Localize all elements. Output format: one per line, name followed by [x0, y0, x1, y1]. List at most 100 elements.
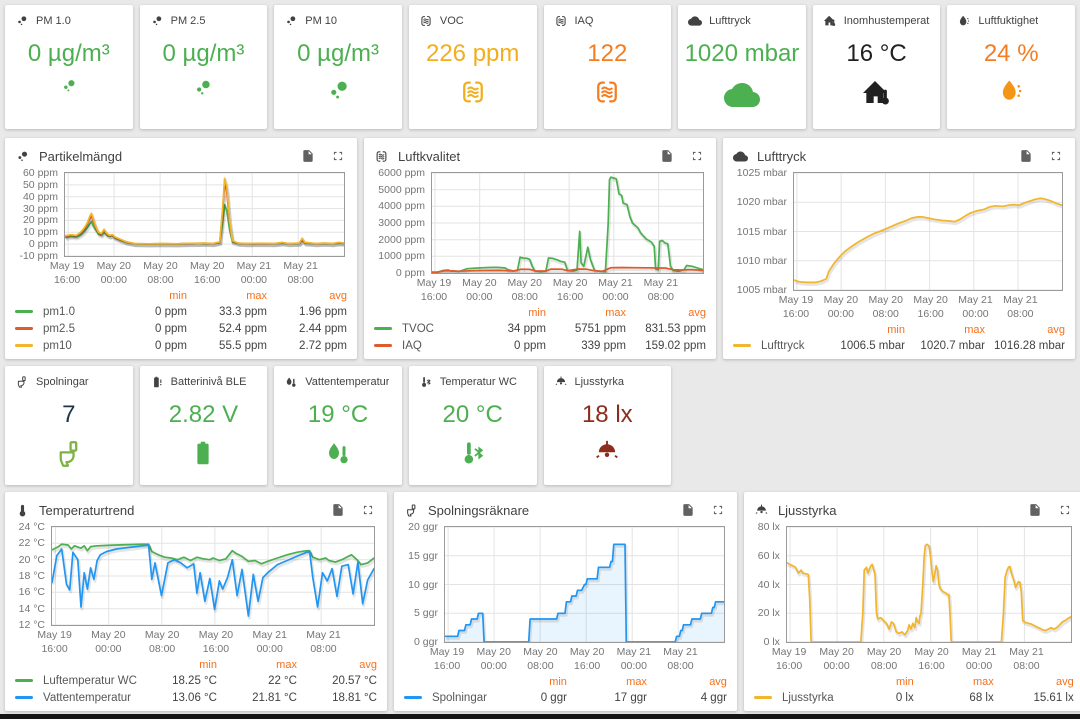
x-axis-label: May 19 16:00: [416, 277, 452, 303]
stat-card-ljusstyrka: Ljusstyrka 18 lx: [543, 366, 672, 485]
series-color-dash: [15, 679, 33, 682]
chart-title: Spolningsräknare: [427, 502, 530, 518]
stat-card-big-icon: [188, 438, 218, 468]
air-quality-icon: [376, 150, 387, 162]
series-color-dash: [15, 327, 33, 330]
chart-plot-region: 6000 ppm 5000 ppm 4000 ppm 3000 ppm 2000 ppm…: [374, 167, 706, 279]
legend-row: Lufttryck 1006.5 mbar 1020.7 mbar 1016.28 m…: [733, 337, 1065, 354]
chart-legend: min max avg Lufttryck 1006.5 mbar 1020.7 mbar…: [733, 322, 1065, 355]
chart-card-spolningsraknare: Spolningsräknare 20 ggr 15 ggr 10 ggr 5 ggr 0…: [393, 492, 737, 711]
chart-canvas: [444, 527, 724, 642]
stat-card-header: Ljusstyrka: [554, 374, 662, 390]
stat-card-header: Temperatur WC: [419, 374, 527, 390]
stat-card-value: 2.82 V: [168, 401, 239, 428]
export-data-button[interactable]: [299, 147, 317, 165]
fullscreen-button[interactable]: [688, 147, 706, 165]
stat-card-value: 1020 mbar: [684, 40, 800, 67]
stat-card-value: 19 °C: [307, 401, 369, 428]
x-axis: May 19 16:00 May 20 00:00 May 20 08:00 May 20 1…: [772, 646, 1074, 673]
x-axis-label: May 21 00:00: [958, 294, 993, 320]
fullscreen-icon: [333, 151, 343, 161]
stat-card-title: Inomhustemperatur: [843, 15, 931, 27]
y-axis-label: 1005 mbar: [736, 284, 787, 296]
y-axis-label: 1015 mbar: [736, 225, 787, 238]
legend-column-avg: avg: [1055, 675, 1074, 688]
y-axis: 24 °C 22 °C 20 °C 18 °C 16 °C 14 °C 12 °C: [15, 521, 51, 631]
x-axis: May 19 16:00 May 20 00:00 May 20 08:00 May 20 1…: [417, 277, 706, 304]
y-axis: 1025 mbar 1020 mbar 1015 mbar 1010 mbar 1005…: [733, 167, 793, 296]
fullscreen-icon: [1051, 151, 1061, 161]
y-axis-label: 16 °C: [18, 586, 45, 599]
legend-max-value: 68 lx: [969, 691, 994, 704]
export-data-button[interactable]: [1017, 147, 1035, 165]
legend-row: TVOC 34 ppm 5751 ppm 831.53 ppm: [374, 320, 706, 337]
stat-card-value: 122: [587, 40, 628, 67]
stat-card-header: Spolningar: [15, 374, 123, 390]
stat-card-row-top: PM 1.0 0 µg/m³ PM 2.5 0 µg/m³ PM 10 0 µg/m³ VO…: [5, 5, 1075, 129]
legend-column-max: max: [605, 306, 626, 319]
y-axis-label: 3000 ppm: [378, 217, 425, 229]
y-axis-label: 15 ggr: [408, 549, 438, 562]
y-axis: 20 ggr 15 ggr 10 ggr 5 ggr 0 ggr: [404, 521, 444, 648]
plot-area: [64, 172, 345, 257]
x-axis-label: May 20 16:00: [914, 646, 949, 672]
fullscreen-button[interactable]: [329, 147, 347, 165]
chart-title: Lufttryck: [757, 148, 807, 164]
legend-series-name: Ljusstyrka: [781, 691, 834, 704]
legend-avg-value: 15.61 lx: [1033, 691, 1074, 704]
legend-column-max: max: [276, 658, 297, 671]
y-axis-label: 0 ppm: [28, 238, 58, 251]
export-data-button[interactable]: [329, 501, 347, 519]
y-axis-label: 6000 ppm: [378, 167, 425, 179]
particles-icon: [63, 80, 75, 92]
legend-series-name: Spolningar: [431, 691, 487, 704]
x-axis-label: May 21 08:00: [306, 629, 341, 655]
stat-card-header: PM 1.0: [15, 13, 123, 29]
x-axis-label: May 21 08:00: [1009, 646, 1044, 672]
series-color-dash: [15, 696, 33, 699]
legend-column-min: min: [895, 675, 914, 688]
export-data-button[interactable]: [679, 501, 697, 519]
chart-legend: min max avg TVOC 34 ppm 5751 ppm 831.53 ppm IAQ…: [374, 305, 706, 355]
stat-card-header: Inomhustemperatur: [823, 13, 931, 29]
series-line-vattentemperatur: [52, 544, 374, 617]
stat-card-pm2-5: PM 2.5 0 µg/m³: [139, 5, 268, 129]
fullscreen-icon: [1060, 505, 1069, 515]
export-data-button[interactable]: [1026, 501, 1044, 519]
x-axis-label: May 20 08:00: [868, 294, 903, 320]
chart-card-header: Ljusstyrka: [754, 498, 1074, 522]
toilet-icon: [59, 441, 78, 467]
y-axis-label: 0 ppm: [395, 267, 425, 279]
legend-column-max: max: [246, 289, 267, 302]
x-axis-label: May 20 16:00: [913, 294, 948, 320]
legend-header: min max avg: [374, 305, 706, 320]
legend-min-value: 0 ppm: [155, 322, 187, 335]
stat-card-big-icon: [593, 438, 621, 466]
legend-series-name: IAQ: [402, 339, 422, 352]
y-axis-label: 60 ppm: [22, 167, 58, 179]
chart-row-bottom: Temperaturtrend 24 °C 22 °C 20 °C 18 °C 16 °C…: [5, 492, 1080, 711]
legend-series-name: pm2.5: [43, 322, 75, 335]
stat-card-spolningar: Spolningar 7: [5, 366, 133, 485]
stat-card-title: Spolningar: [36, 376, 89, 388]
thermometer-bluetooth-icon: [464, 442, 483, 464]
stat-card-header: Batterinivå BLE: [150, 374, 258, 390]
fullscreen-button[interactable]: [1047, 147, 1065, 165]
chart-plot-region: 60 ppm 50 ppm 40 ppm 30 ppm 20 ppm 10 ppm 0 pp…: [15, 167, 347, 262]
x-axis-label: May 21 08:00: [643, 277, 679, 303]
legend-avg-value: 1016.28 mbar: [994, 339, 1065, 352]
chart-legend: min max avg Spolningar 0 ggr 17 ggr 4 ggr: [403, 674, 727, 707]
legend-column-min: min: [887, 323, 905, 336]
legend-series-name: TVOC: [402, 322, 434, 335]
y-axis-label: 22 °C: [18, 537, 45, 550]
fullscreen-button[interactable]: [1056, 501, 1074, 519]
y-axis-label: 2000 ppm: [378, 233, 425, 246]
house-thermometer-icon: [823, 15, 835, 27]
y-axis-label: 1000 ppm: [378, 250, 425, 263]
x-axis-label: May 21 00:00: [598, 277, 633, 303]
chart-card-lufttryck-trend: Lufttryck 1025 mbar 1020 mbar 1015 mbar 1010…: [723, 138, 1075, 359]
stat-card-title: Lufttryck: [709, 15, 751, 27]
export-data-button[interactable]: [658, 147, 676, 165]
fullscreen-button[interactable]: [709, 501, 727, 519]
fullscreen-button[interactable]: [359, 501, 377, 519]
